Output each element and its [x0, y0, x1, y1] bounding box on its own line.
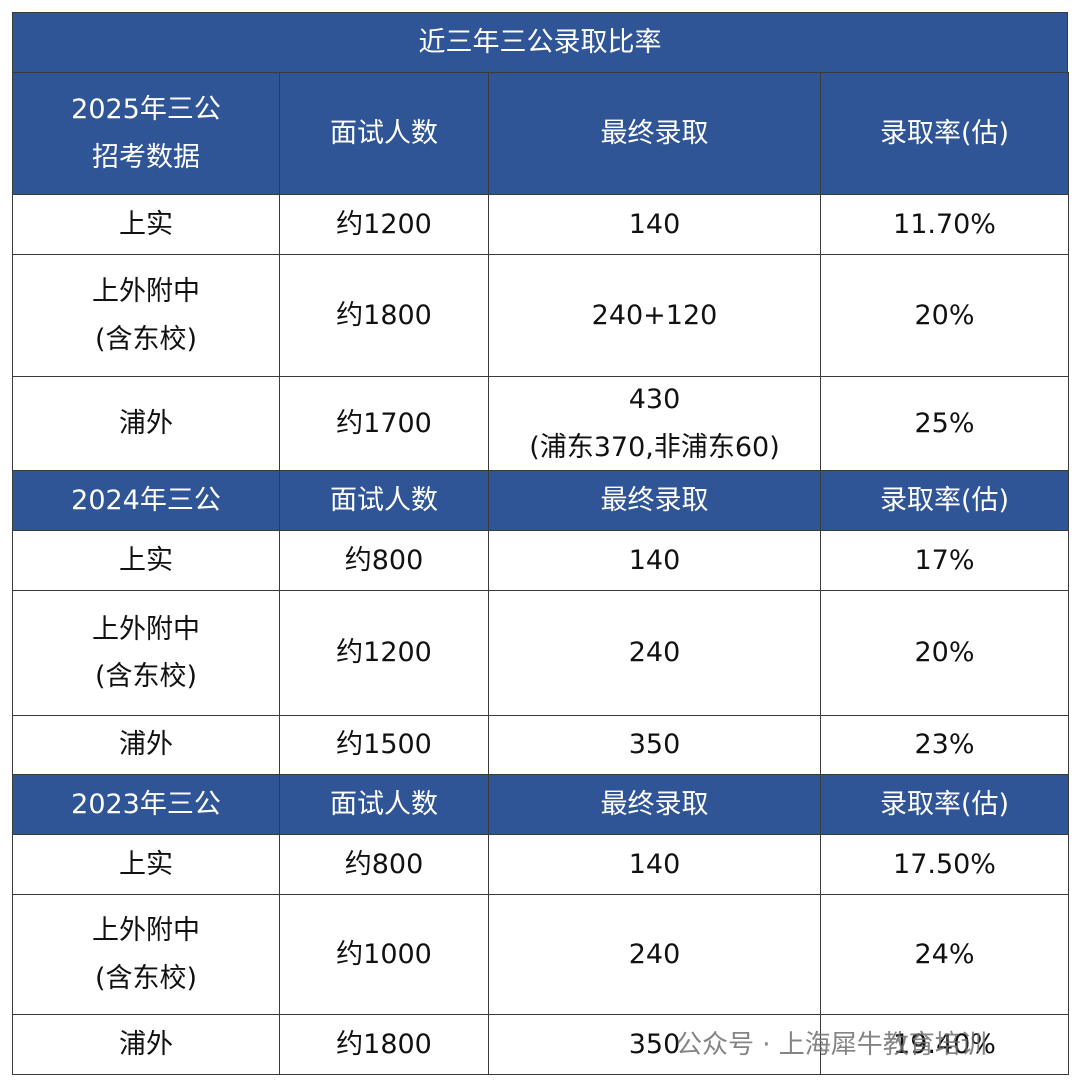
table-cell: 约1200	[279, 590, 489, 716]
table-cell: 浦外	[12, 376, 280, 471]
table-cell: 约1500	[279, 715, 489, 775]
table-cell: 17.50%	[820, 834, 1069, 895]
header-cell: 面试人数	[279, 72, 489, 195]
table-cell: 350	[488, 1014, 821, 1075]
table-cell: 上实	[12, 194, 280, 255]
table-cell: 240	[488, 590, 821, 716]
table-cell: 140	[488, 834, 821, 895]
header-cell: 2024年三公	[12, 470, 280, 531]
table-cell: 约1200	[279, 194, 489, 255]
table-cell: 240	[488, 894, 821, 1015]
table-cell: 约1800	[279, 1014, 489, 1075]
header-cell: 最终录取	[488, 470, 821, 531]
header-cell: 2025年三公 招考数据	[12, 72, 280, 195]
header-cell: 2023年三公	[12, 774, 280, 835]
table-cell: 23%	[820, 715, 1069, 775]
table-cell: 约1700	[279, 376, 489, 471]
header-cell: 面试人数	[279, 470, 489, 531]
table-cell: 20%	[820, 254, 1069, 377]
table-cell: 430 (浦东370,非浦东60)	[488, 376, 821, 471]
header-cell: 录取率(估)	[820, 774, 1069, 835]
table-cell: 上外附中 (含东校)	[12, 894, 280, 1015]
table-cell: 浦外	[12, 1014, 280, 1075]
table-cell: 240+120	[488, 254, 821, 377]
table-cell: 约800	[279, 834, 489, 895]
table-cell: 140	[488, 530, 821, 591]
header-cell: 最终录取	[488, 72, 821, 195]
table-cell: 25%	[820, 376, 1069, 471]
table-cell: 17%	[820, 530, 1069, 591]
table-cell: 上外附中 (含东校)	[12, 590, 280, 716]
table-title: 近三年三公录取比率	[12, 12, 1068, 73]
table-cell: 140	[488, 194, 821, 255]
header-cell: 录取率(估)	[820, 72, 1069, 195]
table-cell: 上外附中 (含东校)	[12, 254, 280, 377]
table-cell: 约1000	[279, 894, 489, 1015]
watermark: 公众号 · 上海犀牛教育培训	[676, 1030, 987, 1060]
header-cell: 面试人数	[279, 774, 489, 835]
table-cell: 11.70%	[820, 194, 1069, 255]
table-cell: 约1800	[279, 254, 489, 377]
table-cell: 350	[488, 715, 821, 775]
table-cell: 19.40%	[820, 1014, 1069, 1075]
table-cell: 24%	[820, 894, 1069, 1015]
header-cell: 最终录取	[488, 774, 821, 835]
table-cell: 20%	[820, 590, 1069, 716]
table-cell: 约800	[279, 530, 489, 591]
table-cell: 浦外	[12, 715, 280, 775]
table-cell: 上实	[12, 834, 280, 895]
table-cell: 上实	[12, 530, 280, 591]
header-cell: 录取率(估)	[820, 470, 1069, 531]
